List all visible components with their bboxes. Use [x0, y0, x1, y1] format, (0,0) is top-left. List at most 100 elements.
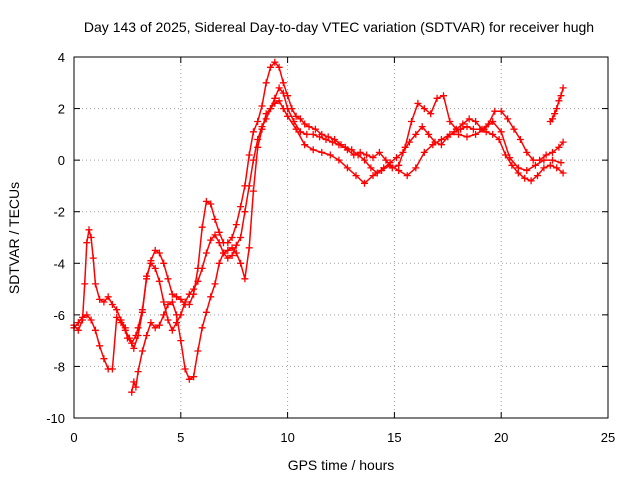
data-point-marker	[549, 148, 556, 156]
data-point-marker	[508, 161, 516, 169]
data-point-marker	[249, 128, 257, 136]
data-point-marker	[322, 136, 330, 143]
data-point-marker	[74, 326, 82, 334]
data-point-marker	[108, 365, 116, 373]
data-point-marker	[382, 156, 390, 164]
data-point-marker	[96, 342, 104, 350]
data-point-marker	[108, 301, 116, 308]
data-point-marker	[418, 123, 426, 131]
data-point-marker	[254, 118, 262, 125]
chart-title: Day 143 of 2025, Sidereal Day-to-day VTE…	[84, 19, 594, 35]
data-point-marker	[121, 326, 129, 334]
data-point-marker	[232, 249, 240, 257]
data-point-marker	[215, 259, 223, 267]
data-point-marker	[318, 148, 326, 156]
data-point-marker	[446, 118, 454, 125]
data-point-marker	[168, 290, 176, 298]
data-point-marker	[173, 293, 180, 301]
data-point-marker	[489, 118, 497, 125]
data-point-marker	[132, 383, 140, 391]
data-point-marker	[395, 167, 403, 174]
data-point-marker	[529, 156, 537, 164]
data-point-marker	[399, 148, 407, 156]
data-point-marker	[489, 130, 497, 138]
data-point-marker	[151, 264, 159, 272]
data-point-marker	[241, 208, 249, 216]
data-point-marker	[267, 63, 274, 71]
data-point-marker	[198, 324, 206, 332]
data-point-marker	[412, 130, 420, 138]
data-point-marker	[502, 151, 509, 159]
data-point-marker	[386, 161, 394, 169]
series-trace-4	[546, 84, 567, 125]
data-point-marker	[341, 143, 349, 151]
data-point-marker	[375, 148, 383, 156]
data-point-marker	[254, 143, 262, 151]
data-point-marker	[510, 125, 518, 133]
data-point-marker	[134, 368, 142, 376]
data-point-marker	[367, 164, 375, 172]
data-point-marker	[241, 275, 249, 283]
data-point-marker	[305, 123, 313, 131]
data-point-marker	[559, 138, 567, 146]
data-point-marker	[224, 254, 232, 262]
data-point-marker	[469, 125, 477, 133]
data-point-marker	[311, 125, 319, 133]
data-point-marker	[151, 324, 159, 332]
data-point-marker	[309, 146, 317, 154]
data-point-marker	[151, 246, 159, 254]
data-point-marker	[168, 298, 176, 306]
data-point-marker	[472, 118, 480, 125]
data-point-marker	[245, 244, 253, 252]
data-point-marker	[237, 259, 245, 267]
data-point-marker	[160, 311, 168, 319]
data-point-marker	[198, 264, 206, 272]
data-point-marker	[211, 231, 219, 239]
x-tick-label: 0	[70, 430, 77, 445]
data-point-marker	[553, 164, 561, 172]
data-point-marker	[363, 151, 371, 159]
data-point-marker	[420, 148, 428, 156]
data-point-marker	[497, 128, 505, 136]
data-point-marker	[292, 125, 300, 133]
data-point-marker	[457, 125, 465, 133]
data-point-marker	[202, 197, 210, 205]
series-trace-3	[128, 97, 565, 396]
data-point-marker	[437, 136, 445, 143]
data-point-marker	[117, 319, 125, 327]
y-tick-label: -2	[53, 205, 65, 220]
data-point-marker	[414, 99, 422, 107]
data-point-marker	[232, 221, 240, 229]
data-point-marker	[262, 110, 270, 118]
data-point-marker	[147, 319, 155, 327]
data-point-marker	[185, 290, 193, 298]
data-point-marker	[113, 306, 121, 314]
y-tick-label: -10	[46, 411, 65, 426]
data-point-marker	[134, 324, 142, 332]
y-tick-label: -6	[53, 308, 65, 323]
data-point-marker	[164, 301, 172, 308]
data-point-marker	[335, 156, 343, 164]
data-point-marker	[126, 334, 133, 342]
data-point-marker	[275, 63, 283, 71]
data-point-marker	[138, 308, 146, 316]
data-point-marker	[352, 172, 360, 180]
data-point-marker	[555, 97, 563, 105]
data-point-marker	[267, 105, 274, 113]
data-point-marker	[506, 154, 514, 162]
data-point-marker	[83, 311, 91, 319]
y-tick-label: 2	[58, 102, 65, 117]
data-point-marker	[87, 234, 95, 241]
data-point-marker	[155, 321, 163, 329]
data-point-marker	[89, 254, 97, 262]
data-point-marker	[514, 164, 522, 172]
plot-frame	[73, 56, 609, 419]
data-point-marker	[335, 141, 343, 149]
data-point-marker	[361, 179, 368, 187]
data-point-marker	[549, 115, 556, 123]
data-point-marker	[207, 200, 215, 208]
data-point-marker	[521, 174, 529, 182]
data-point-marker	[177, 295, 185, 303]
data-point-marker	[258, 125, 266, 133]
